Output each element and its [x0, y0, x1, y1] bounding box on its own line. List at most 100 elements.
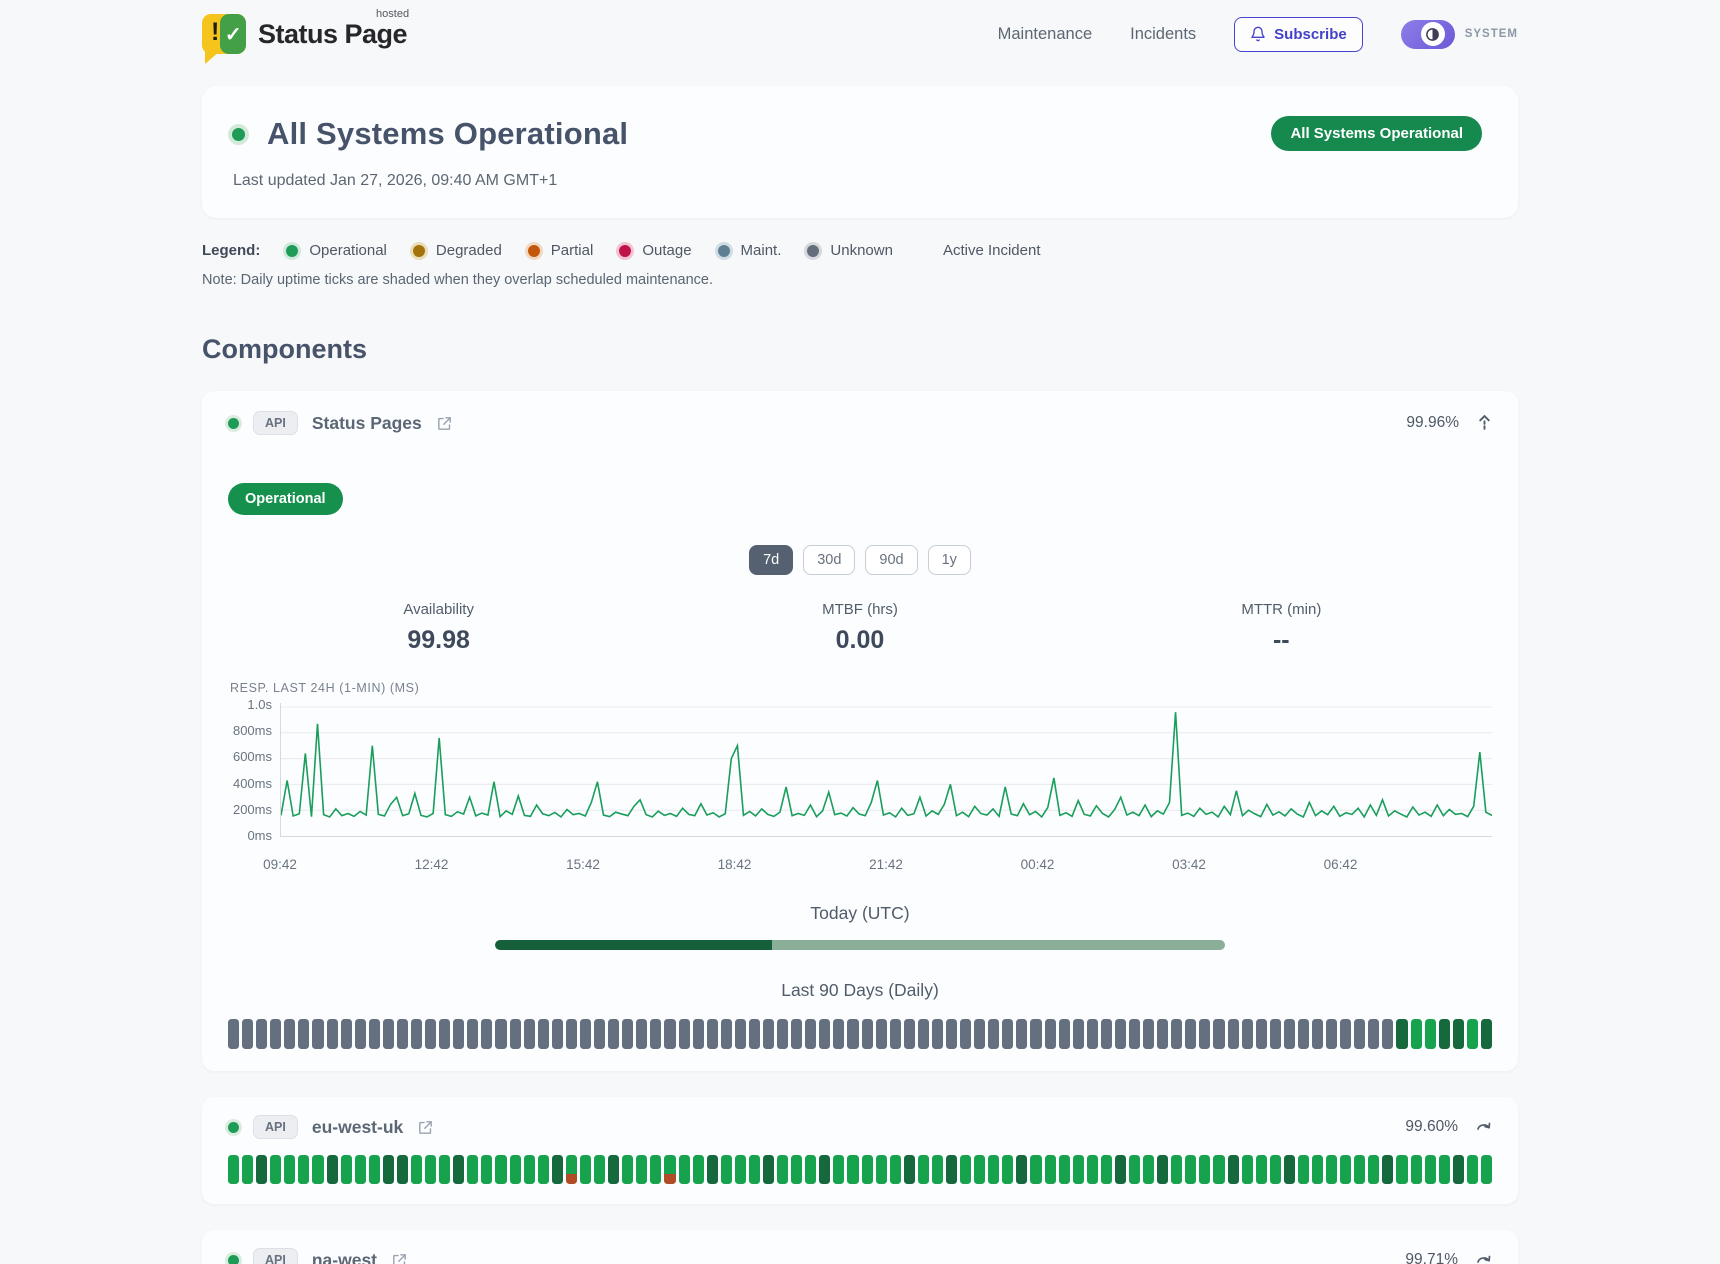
uptime-tick[interactable] — [382, 1155, 394, 1184]
nav-incidents[interactable]: Incidents — [1130, 24, 1197, 43]
uptime-tick[interactable] — [411, 1019, 423, 1049]
uptime-tick[interactable] — [1157, 1019, 1169, 1049]
uptime-tick[interactable] — [481, 1155, 493, 1184]
uptime-tick[interactable] — [453, 1019, 465, 1049]
uptime-tick[interactable] — [1044, 1155, 1056, 1184]
uptime-tick[interactable] — [748, 1155, 760, 1184]
uptime-tick[interactable] — [523, 1155, 535, 1184]
uptime-tick[interactable] — [1340, 1019, 1352, 1049]
uptime-tick[interactable] — [748, 1019, 760, 1049]
uptime-tick[interactable] — [242, 1019, 254, 1049]
uptime-tick[interactable] — [1283, 1155, 1295, 1184]
uptime-tick[interactable] — [1396, 1019, 1408, 1049]
uptime-tick[interactable] — [1297, 1155, 1310, 1184]
uptime-tick[interactable] — [791, 1155, 803, 1184]
expand-arrow-icon[interactable] — [1476, 1253, 1492, 1264]
range-button-7d[interactable]: 7d — [749, 545, 794, 575]
uptime-tick[interactable] — [382, 1019, 394, 1049]
uptime-tick[interactable] — [467, 1155, 479, 1184]
uptime-tick[interactable] — [284, 1155, 296, 1184]
subscribe-button[interactable]: Subscribe — [1234, 16, 1363, 52]
uptime-tick[interactable] — [1199, 1155, 1211, 1184]
uptime-tick[interactable] — [777, 1019, 789, 1049]
uptime-tick[interactable] — [1016, 1019, 1028, 1049]
uptime-tick[interactable] — [664, 1155, 676, 1184]
uptime-tick[interactable] — [509, 1155, 521, 1184]
uptime-tick[interactable] — [706, 1019, 718, 1049]
uptime-tick[interactable] — [833, 1155, 845, 1184]
uptime-tick[interactable] — [537, 1019, 549, 1049]
uptime-tick[interactable] — [903, 1155, 915, 1184]
uptime-tick[interactable] — [1086, 1155, 1098, 1184]
uptime-tick[interactable] — [1452, 1019, 1464, 1049]
uptime-tick[interactable] — [1382, 1155, 1394, 1184]
uptime-tick[interactable] — [1185, 1155, 1197, 1184]
uptime-tick[interactable] — [551, 1019, 563, 1049]
uptime-tick[interactable] — [1438, 1155, 1450, 1184]
uptime-tick[interactable] — [1213, 1155, 1225, 1184]
uptime-tick[interactable] — [537, 1155, 549, 1184]
uptime-tick[interactable] — [650, 1019, 662, 1049]
uptime-tick[interactable] — [1354, 1019, 1366, 1049]
uptime-tick[interactable] — [411, 1155, 423, 1184]
uptime-tick[interactable] — [1114, 1019, 1126, 1049]
uptime-tick[interactable] — [1326, 1155, 1338, 1184]
uptime-tick[interactable] — [1100, 1019, 1112, 1049]
uptime-tick[interactable] — [1452, 1155, 1464, 1184]
uptime-tick[interactable] — [594, 1019, 606, 1049]
uptime-tick[interactable] — [974, 1155, 986, 1184]
uptime-tick[interactable] — [495, 1019, 507, 1049]
collapse-arrow-icon[interactable] — [1477, 414, 1492, 432]
uptime-tick[interactable] — [988, 1019, 1000, 1049]
uptime-tick[interactable] — [636, 1155, 648, 1184]
uptime-tick[interactable] — [354, 1155, 366, 1184]
uptime-tick[interactable] — [495, 1155, 507, 1184]
uptime-tick[interactable] — [1396, 1155, 1408, 1184]
uptime-tick[interactable] — [889, 1155, 901, 1184]
range-button-1y[interactable]: 1y — [927, 545, 971, 575]
uptime-tick[interactable] — [988, 1155, 1000, 1184]
uptime-tick[interactable] — [1086, 1019, 1098, 1049]
theme-toggle[interactable] — [1400, 19, 1455, 49]
uptime-tick[interactable] — [467, 1019, 479, 1049]
nav-maintenance[interactable]: Maintenance — [997, 24, 1093, 43]
uptime-tick[interactable] — [847, 1019, 859, 1049]
uptime-tick[interactable] — [1269, 1019, 1281, 1049]
uptime-tick[interactable] — [903, 1019, 915, 1049]
uptime-tick[interactable] — [805, 1019, 817, 1049]
uptime-tick[interactable] — [340, 1155, 352, 1184]
uptime-tick[interactable] — [960, 1155, 972, 1184]
external-link-icon[interactable] — [436, 415, 453, 432]
uptime-tick[interactable] — [608, 1155, 620, 1184]
uptime-tick[interactable] — [931, 1155, 943, 1184]
external-link-icon[interactable] — [391, 1252, 408, 1264]
uptime-tick[interactable] — [847, 1155, 859, 1184]
external-link-icon[interactable] — [417, 1119, 434, 1136]
uptime-tick[interactable] — [1044, 1019, 1056, 1049]
uptime-tick[interactable] — [1297, 1019, 1310, 1049]
uptime-tick[interactable] — [481, 1019, 493, 1049]
uptime-tick[interactable] — [875, 1019, 887, 1049]
uptime-tick[interactable] — [1143, 1155, 1155, 1184]
uptime-tick[interactable] — [1354, 1155, 1366, 1184]
uptime-tick[interactable] — [931, 1019, 943, 1049]
uptime-tick[interactable] — [777, 1155, 789, 1184]
uptime-tick[interactable] — [284, 1019, 296, 1049]
uptime-tick[interactable] — [242, 1155, 254, 1184]
uptime-tick[interactable] — [453, 1155, 465, 1184]
expand-arrow-icon[interactable] — [1476, 1120, 1492, 1134]
uptime-tick[interactable] — [1030, 1019, 1042, 1049]
uptime-tick[interactable] — [1255, 1155, 1267, 1184]
uptime-tick[interactable] — [1480, 1019, 1493, 1049]
uptime-tick[interactable] — [1326, 1019, 1338, 1049]
uptime-tick[interactable] — [622, 1019, 634, 1049]
uptime-tick[interactable] — [1283, 1019, 1295, 1049]
uptime-tick[interactable] — [974, 1019, 986, 1049]
uptime-tick[interactable] — [608, 1019, 620, 1049]
uptime-tick[interactable] — [1143, 1019, 1155, 1049]
uptime-tick[interactable] — [791, 1019, 803, 1049]
uptime-tick[interactable] — [270, 1155, 282, 1184]
uptime-tick[interactable] — [1227, 1155, 1239, 1184]
uptime-tick[interactable] — [579, 1019, 592, 1049]
uptime-tick[interactable] — [819, 1155, 831, 1184]
